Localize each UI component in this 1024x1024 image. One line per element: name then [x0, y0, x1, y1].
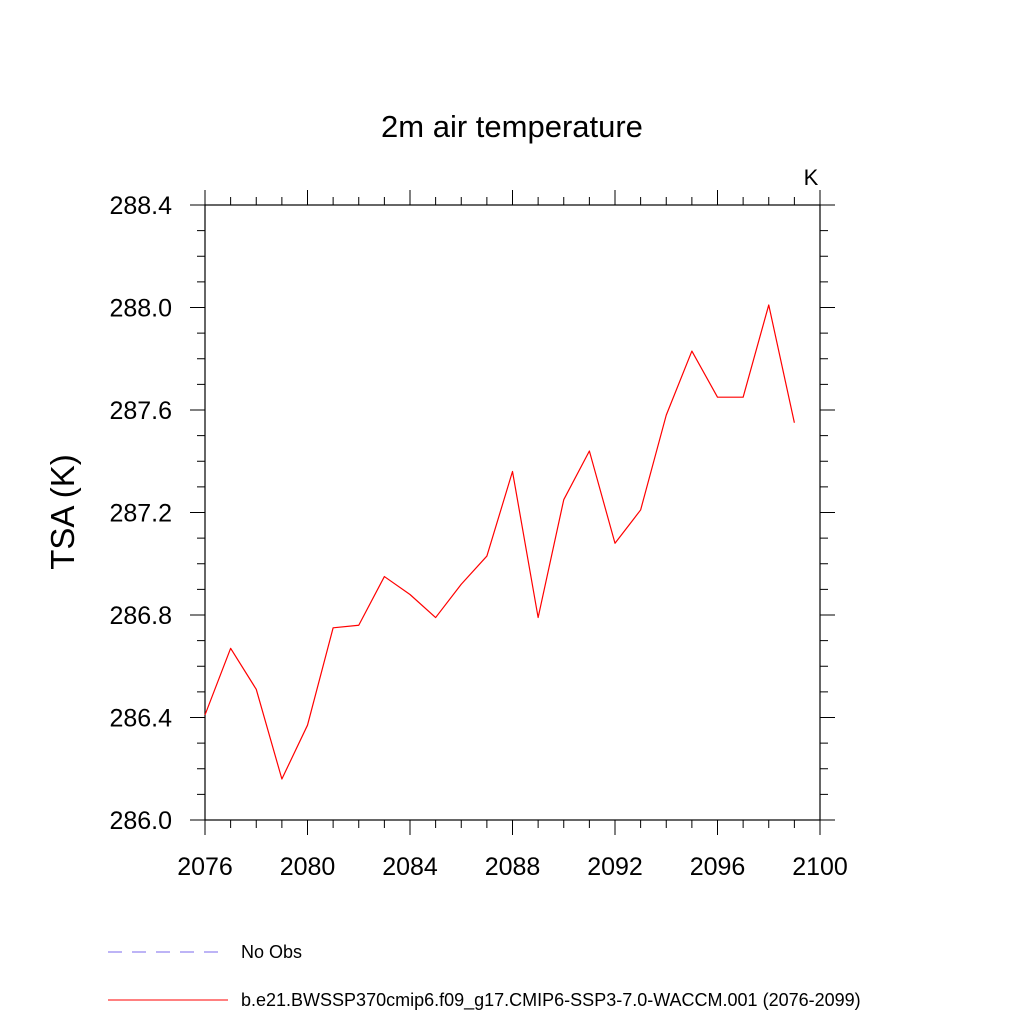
y-axis-ticks	[190, 204, 835, 821]
legend-label: No Obs	[241, 942, 302, 962]
x-tick-label: 2100	[792, 853, 848, 881]
x-axis-tick-labels: 2076 2080 2084 2088 2092 2096 2100	[177, 853, 848, 881]
y-axis-label: TSA (K)	[44, 454, 81, 570]
x-tick-label: 2088	[485, 853, 541, 881]
y-axis-tick-labels: 286.0 286.4 286.8 287.2 287.6 288.0 288.4	[109, 192, 172, 835]
x-tick-label: 2096	[690, 853, 746, 881]
y-tick-label: 286.4	[109, 705, 172, 733]
series-line	[204, 304, 795, 780]
y-tick-label: 286.0	[109, 807, 172, 835]
y-tick-label: 288.0	[109, 295, 172, 323]
x-tick-label: 2084	[382, 853, 438, 881]
x-tick-label: 2080	[280, 853, 336, 881]
series-layer	[204, 304, 795, 780]
legend-label: b.e21.BWSSP370cmip6.f09_g17.CMIP6-SSP3-7…	[241, 990, 861, 1011]
chart-title: 2m air temperature	[381, 109, 643, 144]
x-tick-label: 2092	[587, 853, 643, 881]
y-tick-label: 287.2	[109, 500, 172, 528]
plot-frame	[204, 204, 821, 821]
y-tick-label: 286.8	[109, 602, 172, 630]
y-tick-label: 288.4	[109, 192, 172, 220]
legend: No Obs b.e21.BWSSP370cmip6.f09_g17.CMIP6-…	[108, 942, 861, 1011]
units-label: K	[804, 165, 819, 190]
x-tick-label: 2076	[177, 853, 233, 881]
x-axis-ticks	[204, 190, 821, 835]
y-tick-label: 287.6	[109, 397, 172, 425]
